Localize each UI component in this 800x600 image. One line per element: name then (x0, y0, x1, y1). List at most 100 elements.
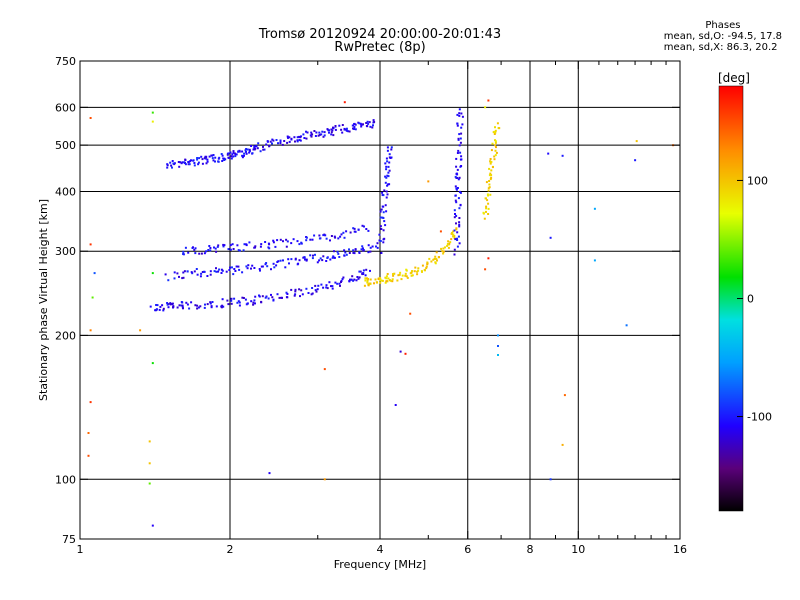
trace-point (426, 263, 429, 266)
trace-point (494, 140, 497, 143)
scatter-point (487, 99, 490, 102)
trace-point (365, 122, 368, 124)
trace-point (389, 157, 392, 159)
scatter-point (89, 243, 92, 246)
trace-point (281, 143, 284, 146)
trace-point (296, 136, 299, 139)
scatter-point (148, 462, 151, 465)
trace-point (203, 252, 206, 255)
trace-point (198, 157, 201, 160)
trace-point (390, 146, 393, 149)
trace-point (495, 146, 497, 149)
trace-point (425, 267, 428, 270)
chart-title: Tromsø 20120924 20:00:00-20:01:43 (258, 27, 502, 42)
trace-point (149, 305, 152, 308)
trace-point (386, 193, 389, 196)
trace-point (386, 280, 389, 283)
trace-point (237, 300, 240, 303)
trace-point (273, 266, 276, 269)
trace-point (454, 238, 457, 241)
trace-point (454, 185, 457, 188)
trace-point (367, 244, 370, 247)
trace-point (312, 254, 314, 257)
trace-point (455, 172, 458, 175)
trace-point (229, 244, 232, 247)
scatter-point (561, 154, 564, 157)
trace-point (381, 216, 384, 219)
trace-point (457, 138, 460, 141)
trace-point (309, 238, 312, 241)
trace-point (454, 213, 456, 215)
trace-point (190, 159, 192, 162)
trace-point (215, 270, 218, 273)
trace-point (218, 156, 221, 159)
trace-point (262, 145, 264, 148)
trace-point (460, 165, 463, 167)
trace-point (432, 258, 435, 261)
trace-point (294, 288, 297, 291)
trace-point (447, 240, 450, 243)
trace-point (220, 153, 223, 155)
trace-point (358, 276, 361, 279)
trace-point (243, 152, 246, 155)
trace-point (222, 305, 225, 308)
trace-point (223, 244, 226, 247)
scatter-point (148, 482, 151, 485)
trace-point (339, 235, 342, 238)
trace-point (367, 284, 370, 287)
trace-point (259, 150, 262, 153)
trace-point (237, 265, 240, 268)
trace-point (231, 153, 234, 156)
scatter-point (87, 454, 90, 457)
trace-point (352, 251, 355, 254)
trace-point (494, 126, 496, 129)
trace-point (234, 155, 237, 158)
trace-point (369, 269, 371, 272)
trace-point (205, 162, 208, 165)
trace-point (318, 237, 321, 240)
trace-point (198, 252, 201, 255)
trace-point (405, 275, 408, 278)
trace-point (406, 276, 409, 279)
trace-point (225, 270, 228, 273)
trace-point (253, 145, 256, 148)
trace-point (172, 305, 175, 308)
scatter-point (497, 334, 499, 337)
trace-point (201, 158, 204, 161)
trace-point (453, 235, 456, 237)
trace-point (229, 266, 231, 269)
trace-point (458, 221, 461, 224)
trace-point (487, 207, 490, 210)
trace-point (166, 163, 169, 166)
scatter-point (549, 236, 552, 239)
trace-point (193, 164, 196, 167)
trace-point (272, 241, 275, 244)
trace-point (328, 131, 330, 134)
trace-point (487, 189, 490, 192)
trace-point (244, 149, 247, 152)
trace-point (193, 248, 196, 251)
trace-point (173, 277, 176, 280)
trace-point (221, 154, 224, 157)
trace-point (366, 277, 368, 280)
trace-point (385, 210, 388, 213)
trace-point (495, 151, 498, 154)
scatter-point (323, 368, 326, 371)
trace-point (196, 157, 199, 159)
trace-point (424, 269, 426, 272)
trace-point (433, 257, 436, 260)
trace-point (328, 129, 331, 132)
trace-point (171, 166, 173, 169)
trace-point (456, 113, 459, 116)
trace-point (385, 165, 388, 168)
trace-point (489, 162, 492, 165)
trace-point (270, 293, 272, 296)
trace-point (260, 301, 263, 304)
trace-point (231, 243, 234, 246)
trace-point (227, 156, 230, 159)
trace-point (357, 228, 360, 231)
colorbar-tick-label: 0 (747, 293, 754, 306)
trace-point (379, 277, 382, 279)
trace-point (232, 151, 235, 154)
trace-point (268, 145, 271, 148)
